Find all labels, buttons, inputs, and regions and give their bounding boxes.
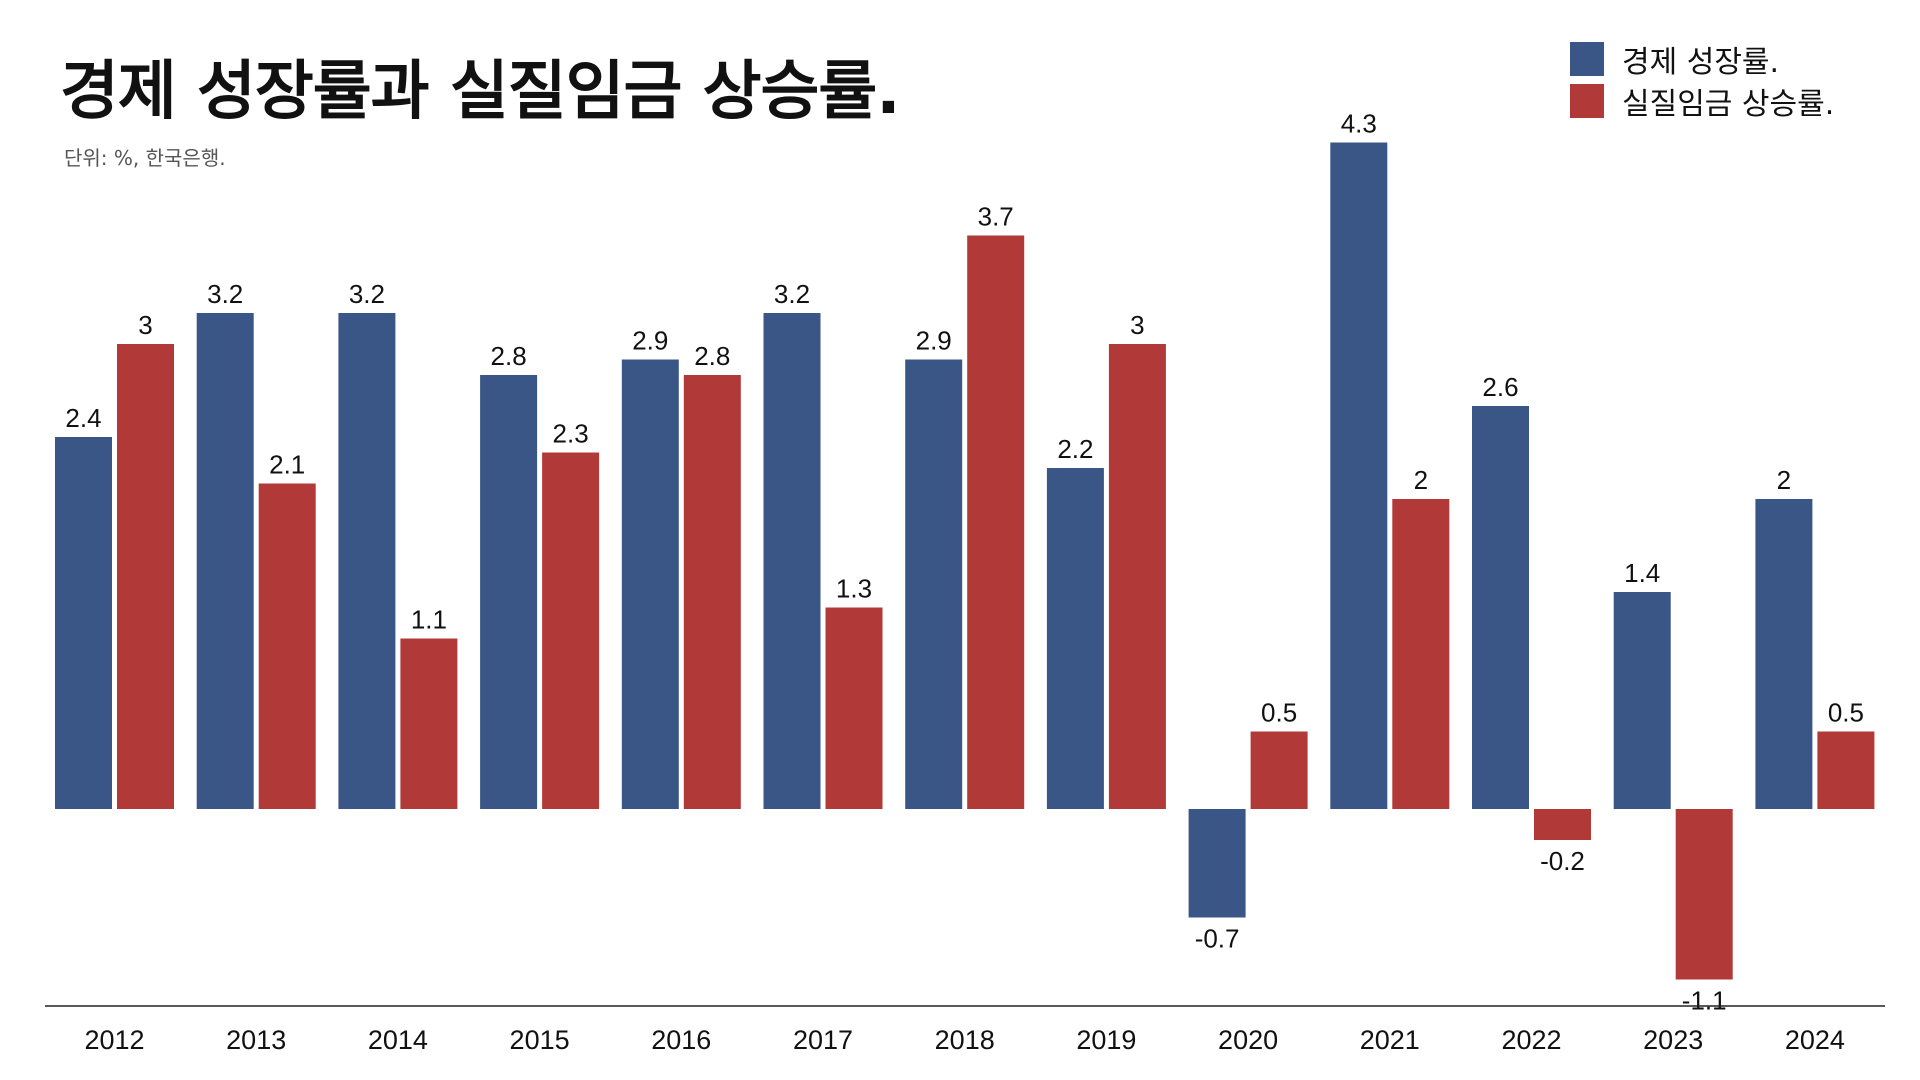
value-label-wage-2015: 2.3 <box>553 419 589 449</box>
legend-item-wage: 실질임금 상승률. <box>1570 80 1834 122</box>
bar-growth-2012 <box>55 437 112 809</box>
bar-growth-2015 <box>480 375 538 809</box>
value-label-wage-2012: 3 <box>138 310 152 340</box>
value-label-wage-2023: -1.1 <box>1682 986 1727 1016</box>
value-label-wage-2024: 0.5 <box>1828 698 1864 728</box>
bar-wage-2016 <box>683 375 741 809</box>
bar-wage-2015 <box>542 452 600 809</box>
value-label-growth-2016: 2.9 <box>632 326 668 356</box>
bar-wage-2012 <box>117 344 174 809</box>
x-tick-2016: 2016 <box>651 1025 711 1055</box>
value-label-growth-2023: 1.4 <box>1624 558 1660 588</box>
legend: 경제 성장률. 실질임금 상승률. <box>1570 38 1834 122</box>
bar-growth-2024 <box>1755 499 1813 809</box>
value-label-wage-2016: 2.8 <box>694 341 730 371</box>
bar-growth-2023 <box>1613 592 1671 809</box>
bar-growth-2020 <box>1188 809 1246 918</box>
x-tick-2020: 2020 <box>1218 1025 1278 1055</box>
value-label-growth-2014: 3.2 <box>349 279 385 309</box>
bar-wage-2022 <box>1534 809 1591 840</box>
legend-swatch-wage <box>1570 84 1604 118</box>
bar-wage-2017 <box>825 607 883 809</box>
value-label-growth-2021: 4.3 <box>1341 109 1377 139</box>
value-label-wage-2021: 2 <box>1414 465 1428 495</box>
x-tick-2021: 2021 <box>1360 1025 1420 1055</box>
value-label-growth-2013: 3.2 <box>207 279 243 309</box>
value-label-growth-2019: 2.2 <box>1057 434 1093 464</box>
value-label-wage-2019: 3 <box>1130 310 1144 340</box>
value-label-growth-2024: 2 <box>1777 465 1791 495</box>
bar-growth-2016 <box>621 359 679 809</box>
value-label-growth-2020: -0.7 <box>1195 924 1240 954</box>
legend-label-growth: 경제 성장률. <box>1622 45 1780 80</box>
x-tick-2013: 2013 <box>226 1025 286 1055</box>
x-tick-2018: 2018 <box>935 1025 995 1055</box>
bar-wage-2018 <box>967 235 1025 809</box>
value-label-growth-2015: 2.8 <box>491 341 527 371</box>
x-tick-2017: 2017 <box>793 1025 853 1055</box>
bar-growth-2013 <box>196 313 254 809</box>
bar-wage-2024 <box>1817 731 1875 809</box>
legend-swatch-growth <box>1570 42 1604 76</box>
chart-subtitle: 단위: %, 한국은행. <box>64 146 226 170</box>
value-label-growth-2018: 2.9 <box>916 326 952 356</box>
x-tick-2012: 2012 <box>84 1025 144 1055</box>
x-tick-2015: 2015 <box>510 1025 570 1055</box>
bar-wage-2013 <box>258 483 316 809</box>
x-tick-2023: 2023 <box>1643 1025 1703 1055</box>
value-label-growth-2017: 3.2 <box>774 279 810 309</box>
bar-wage-2014 <box>400 638 458 809</box>
value-label-growth-2022: 2.6 <box>1482 372 1518 402</box>
value-label-wage-2022: -0.2 <box>1540 846 1585 876</box>
bar-wage-2019 <box>1108 344 1166 809</box>
bar-growth-2017 <box>763 313 821 809</box>
value-label-wage-2018: 3.7 <box>978 202 1014 232</box>
x-tick-2019: 2019 <box>1076 1025 1136 1055</box>
bar-wage-2023 <box>1675 809 1733 980</box>
bar-growth-2022 <box>1472 406 1529 809</box>
value-label-wage-2014: 1.1 <box>411 605 447 635</box>
chart-title: 경제 성장률과 실질임금 상승률. <box>60 55 901 129</box>
value-label-wage-2020: 0.5 <box>1261 698 1297 728</box>
value-label-growth-2012: 2.4 <box>65 403 101 433</box>
legend-label-wage: 실질임금 상승률. <box>1622 87 1835 122</box>
bar-wage-2021 <box>1392 499 1450 809</box>
value-label-wage-2013: 2.1 <box>269 450 305 480</box>
legend-item-growth: 경제 성장률. <box>1570 38 1834 80</box>
bar-growth-2019 <box>1046 468 1104 809</box>
x-tick-2024: 2024 <box>1785 1025 1845 1055</box>
bar-growth-2021 <box>1330 142 1388 809</box>
bar-growth-2014 <box>338 313 396 809</box>
bar-growth-2018 <box>905 359 963 809</box>
bar-wage-2020 <box>1250 731 1308 809</box>
x-tick-2022: 2022 <box>1501 1025 1561 1055</box>
value-label-wage-2017: 1.3 <box>836 574 872 604</box>
x-tick-2014: 2014 <box>368 1025 428 1055</box>
